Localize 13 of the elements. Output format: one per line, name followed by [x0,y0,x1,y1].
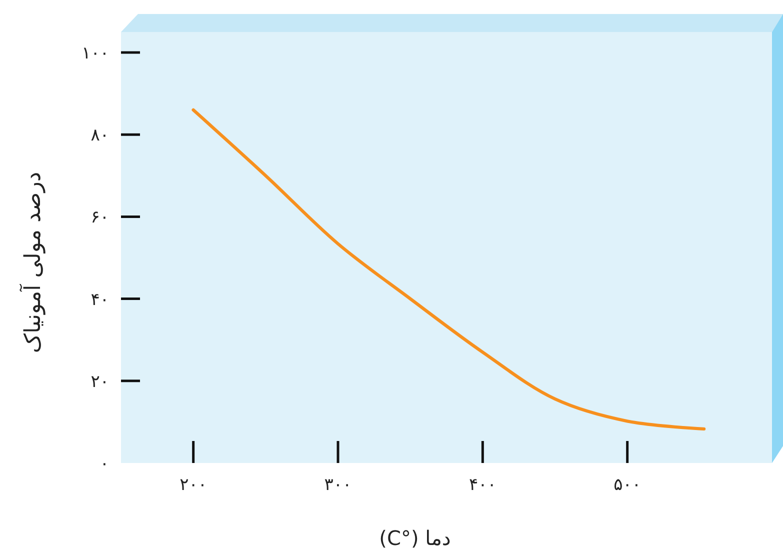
x-tick-label: ۲۰۰ [180,475,208,495]
y-tick-label: ۲۰ [90,372,109,392]
x-tick-label: ۳۰۰ [324,475,352,495]
x-tick-label: ۴۰۰ [468,475,496,495]
y-axis-title: درصد مولی آمونیاک [19,172,46,354]
y-tick-label: ۶۰ [90,208,109,228]
line-series [192,108,706,431]
y-tick-label: ۸۰ [90,126,109,146]
x-tick-label: ۵۰۰ [614,475,642,495]
x-axis-title: دما (°C) [379,526,451,550]
y-tick-label: ۴۰ [90,290,109,310]
y-tick-label: ۰ [100,454,109,474]
y-tick-label: ۱۰۰ [82,43,109,64]
